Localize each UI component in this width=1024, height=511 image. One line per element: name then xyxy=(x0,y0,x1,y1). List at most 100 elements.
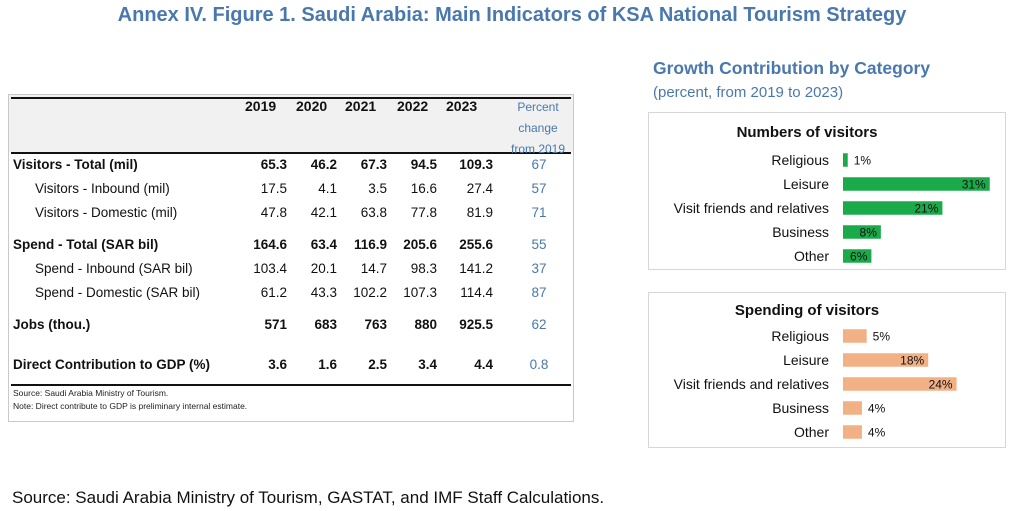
table-row-label: Visitors - Total (mil) xyxy=(13,157,138,172)
table-cell-2019: 164.6 xyxy=(253,237,287,252)
table-row-label: Visitors - Inbound (mil) xyxy=(35,181,170,196)
table-cell-2019: 65.3 xyxy=(260,157,287,172)
table-cell-2022: 3.4 xyxy=(418,357,437,372)
category-label: Leisure xyxy=(783,352,829,368)
visitors-chart-panel: Numbers of visitors Religious 1% Leisure 31%… xyxy=(648,112,1006,270)
table-cell-percent-change: 37 xyxy=(531,261,547,276)
table-cell-2019: 571 xyxy=(264,317,287,332)
bar-value-label: 4% xyxy=(868,402,886,416)
category-label: Visit friends and relatives xyxy=(674,200,829,216)
category-label: Leisure xyxy=(783,176,829,192)
table-source-note: Source: Saudi Arabia Ministry of Tourism… xyxy=(13,388,169,398)
category-label: Visit friends and relatives xyxy=(674,376,829,392)
table-cell-2022: 98.3 xyxy=(410,261,437,276)
bar-value-label: 6% xyxy=(850,250,868,264)
table-bottom-rule xyxy=(11,384,571,386)
table-top-rule xyxy=(11,97,571,99)
table-row-label: Visitors - Domestic (mil) xyxy=(35,205,178,220)
bar-visit-friends-and-relatives xyxy=(843,201,943,215)
year-header-2022: 2022 xyxy=(397,98,429,114)
table-cell-2019: 17.5 xyxy=(260,181,287,196)
table-cell-percent-change: 55 xyxy=(531,237,547,252)
table-cell-2022: 77.8 xyxy=(410,205,437,220)
table-cell-2021: 102.2 xyxy=(353,285,387,300)
chart-title: Spending of visitors xyxy=(735,302,879,319)
table-cell-percent-change: 0.8 xyxy=(529,357,549,372)
table-cell-2023: 27.4 xyxy=(466,181,493,196)
table-cell-2022: 880 xyxy=(414,317,437,332)
year-header-2021: 2021 xyxy=(345,98,377,114)
category-label: Business xyxy=(772,400,829,416)
table-cell-2020: 46.2 xyxy=(310,157,337,172)
table-cell-2021: 14.7 xyxy=(360,261,387,276)
spending-chart-panel: Spending of visitors Religious 5% Leisure 18… xyxy=(648,292,1006,448)
bar-leisure xyxy=(843,177,990,191)
table-cell-2019: 103.4 xyxy=(253,261,287,276)
bar-other xyxy=(843,425,862,439)
table-cell-2021: 63.8 xyxy=(360,205,387,220)
table-cell-2019: 47.8 xyxy=(260,205,287,220)
table-cell-percent-change: 67 xyxy=(531,157,547,172)
percent-change-header-line: Percent xyxy=(517,100,559,114)
year-header-2023: 2023 xyxy=(446,98,478,114)
category-label: Other xyxy=(794,424,829,440)
table-cell-2023: 81.9 xyxy=(466,205,493,220)
table-cell-2021: 2.5 xyxy=(368,357,387,372)
table-header-rule xyxy=(11,152,571,154)
bar-other xyxy=(843,249,872,263)
table-row-label: Spend - Inbound (SAR bil) xyxy=(35,261,193,276)
table-cell-2020: 4.1 xyxy=(318,181,337,196)
table-cell-2019: 3.6 xyxy=(268,357,287,372)
table-cell-2020: 42.1 xyxy=(310,205,337,220)
year-header-2020: 2020 xyxy=(296,98,328,114)
charts-subtitle: (percent, from 2019 to 2023) xyxy=(653,84,844,101)
table-cell-2022: 107.3 xyxy=(403,285,437,300)
table-cell-2020: 63.4 xyxy=(310,237,337,252)
bar-value-label: 1% xyxy=(854,154,872,168)
figure-title: Annex IV. Figure 1. Saudi Arabia: Main I… xyxy=(117,4,907,26)
percent-change-header: Percent change from 2019 xyxy=(501,97,575,160)
table-cell-percent-change: 62 xyxy=(531,317,547,332)
table-cell-2021: 763 xyxy=(364,317,387,332)
category-label: Business xyxy=(772,224,829,240)
table-cell-2023: 109.3 xyxy=(459,157,493,172)
bar-value-label: 21% xyxy=(914,202,938,216)
indicators-table: 2019 2020 2021 2022 2023 Percent change … xyxy=(8,94,574,422)
bar-visit-friends-and-relatives xyxy=(843,377,957,391)
spending-bar-chart: Spending of visitors Religious 5% Leisure 18… xyxy=(674,302,957,440)
table-cell-2021: 116.9 xyxy=(353,237,387,252)
table-cell-2023: 141.2 xyxy=(459,261,493,276)
bar-business xyxy=(843,401,862,415)
table-footnote: Note: Direct contribute to GDP is prelim… xyxy=(13,401,248,411)
table-cell-2021: 67.3 xyxy=(360,157,387,172)
bar-value-label: 24% xyxy=(929,378,953,392)
table-cell-2020: 683 xyxy=(314,317,337,332)
percent-change-header-line: change xyxy=(518,121,558,135)
table-cell-2023: 925.5 xyxy=(459,317,493,332)
bar-leisure xyxy=(843,353,929,367)
table-cell-2020: 20.1 xyxy=(310,261,337,276)
bar-religious xyxy=(843,329,867,343)
category-label: Religious xyxy=(771,152,829,168)
bar-value-label: 31% xyxy=(962,178,986,192)
year-header-2019: 2019 xyxy=(245,98,277,114)
bar-value-label: 18% xyxy=(900,354,924,368)
table-cell-2022: 16.6 xyxy=(410,181,437,196)
bar-business xyxy=(843,225,881,239)
table-cell-2020: 43.3 xyxy=(310,285,337,300)
table-header-band xyxy=(9,95,573,152)
bar-value-label: 8% xyxy=(860,226,878,240)
table-row-label: Spend - Domestic (SAR bil) xyxy=(35,285,201,300)
charts-title: Growth Contribution by Category xyxy=(653,58,931,78)
figure-source: Source: Saudi Arabia Ministry of Tourism… xyxy=(12,488,605,507)
category-label: Religious xyxy=(771,328,829,344)
table-cell-2022: 205.6 xyxy=(403,237,437,252)
table-cell-percent-change: 71 xyxy=(531,205,547,220)
bar-value-label: 4% xyxy=(868,426,886,440)
bar-value-label: 5% xyxy=(873,330,891,344)
category-label: Other xyxy=(794,248,829,264)
table-row-label: Direct Contribution to GDP (%) xyxy=(13,357,210,372)
table-cell-2023: 255.6 xyxy=(459,237,493,252)
visitors-bar-chart: Numbers of visitors Religious 1% Leisure 31%… xyxy=(674,124,990,264)
table-cell-2023: 114.4 xyxy=(460,285,493,300)
